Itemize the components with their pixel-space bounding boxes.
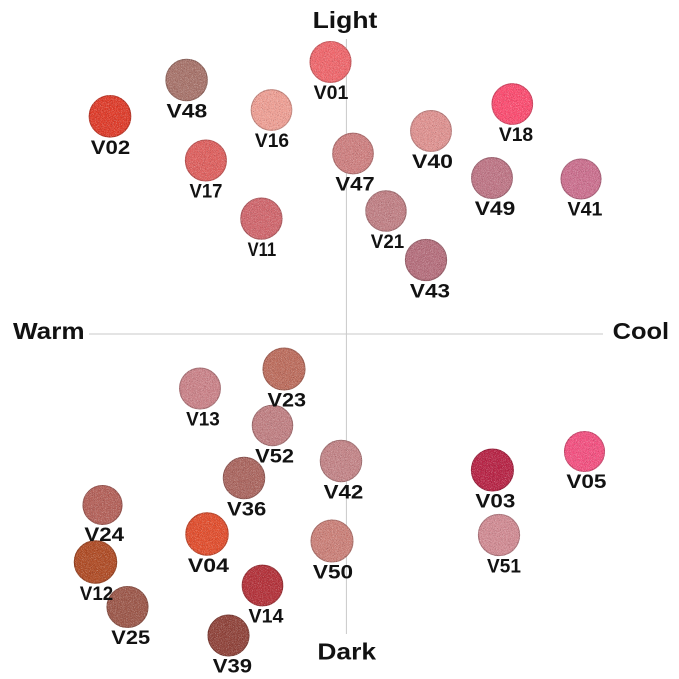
svg-text:V49: V49 bbox=[475, 199, 516, 220]
svg-text:V21: V21 bbox=[371, 232, 405, 253]
svg-text:V14: V14 bbox=[249, 607, 284, 628]
svg-text:V12: V12 bbox=[80, 584, 113, 605]
svg-text:V05: V05 bbox=[566, 472, 607, 493]
svg-text:V51: V51 bbox=[487, 556, 521, 577]
svg-text:V01: V01 bbox=[314, 83, 349, 104]
svg-text:V11: V11 bbox=[248, 240, 277, 261]
svg-text:V02: V02 bbox=[91, 138, 131, 159]
svg-text:V42: V42 bbox=[324, 482, 364, 503]
svg-text:V25: V25 bbox=[111, 628, 150, 649]
svg-text:V39: V39 bbox=[213, 657, 252, 678]
svg-text:V23: V23 bbox=[268, 391, 307, 412]
svg-text:V52: V52 bbox=[255, 446, 294, 467]
svg-text:V47: V47 bbox=[335, 175, 374, 196]
svg-text:V41: V41 bbox=[568, 200, 603, 221]
svg-text:V40: V40 bbox=[412, 152, 453, 173]
svg-text:V16: V16 bbox=[255, 131, 289, 152]
svg-text:Dark: Dark bbox=[317, 639, 376, 665]
svg-text:Warm: Warm bbox=[13, 318, 85, 344]
svg-text:V03: V03 bbox=[475, 492, 515, 513]
svg-text:V50: V50 bbox=[313, 563, 353, 584]
svg-text:Cool: Cool bbox=[613, 318, 670, 344]
svg-text:V36: V36 bbox=[227, 499, 266, 520]
svg-text:V18: V18 bbox=[499, 125, 533, 146]
svg-text:V24: V24 bbox=[84, 525, 124, 546]
svg-text:V04: V04 bbox=[188, 556, 230, 577]
svg-text:V43: V43 bbox=[410, 281, 450, 302]
svg-text:V48: V48 bbox=[167, 101, 208, 122]
svg-text:V17: V17 bbox=[190, 182, 223, 203]
svg-text:V13: V13 bbox=[186, 410, 220, 431]
svg-text:Light: Light bbox=[313, 7, 378, 33]
